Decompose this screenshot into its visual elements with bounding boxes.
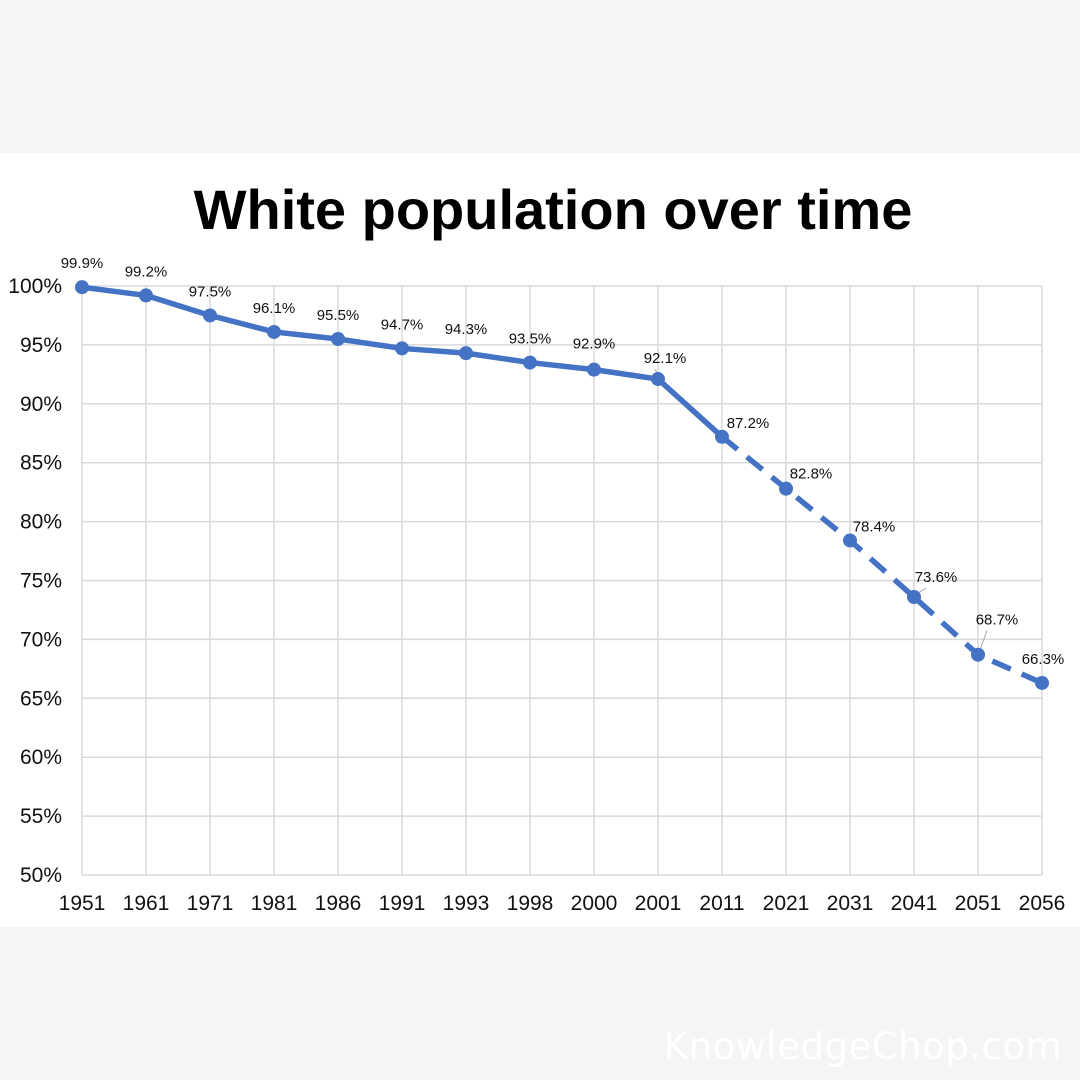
data-point [331, 332, 345, 347]
data-label: 92.1% [644, 350, 687, 367]
y-tick-label: 60% [20, 746, 62, 769]
line-chart: White population over time 100% 95% 90% 85%… [8, 178, 1066, 915]
data-labels: 99.9% 99.2% 97.5% 96.1% 95.5% 94.7% 94.3% 93.5%… [61, 255, 1065, 668]
chart-title: White population over time [194, 178, 913, 241]
x-tick-label: 2041 [891, 892, 938, 915]
data-label: 68.7% [976, 612, 1019, 629]
x-tick-label: 1951 [59, 892, 106, 915]
y-tick-label: 85% [20, 452, 62, 475]
data-label: 87.2% [727, 415, 770, 432]
data-point [843, 533, 857, 548]
y-tick-label: 65% [20, 687, 62, 710]
data-label: 92.9% [573, 336, 616, 353]
data-label: 99.2% [125, 263, 168, 280]
chart-card: White population over time 100% 95% 90% 85%… [0, 153, 1080, 927]
x-tick-label: 1961 [123, 892, 170, 915]
data-point [779, 481, 793, 496]
x-tick-label: 1986 [315, 892, 362, 915]
x-tick-label: 2021 [763, 892, 810, 915]
data-point [715, 429, 729, 444]
watermark-text: KnowledgeChop.com [663, 1025, 1062, 1068]
y-tick-label: 100% [8, 275, 62, 298]
x-tick-label: 1998 [507, 892, 554, 915]
data-point [395, 341, 409, 356]
data-label: 96.1% [253, 300, 296, 317]
data-label: 66.3% [1022, 651, 1065, 668]
x-tick-label: 1993 [443, 892, 490, 915]
data-point [267, 324, 281, 339]
data-label: 93.5% [509, 331, 552, 348]
data-label: 94.7% [381, 316, 424, 333]
x-axis-ticks: 1951 1961 1971 1981 1986 1991 1993 1998 2000 2001… [59, 892, 1066, 915]
data-label: 82.8% [790, 466, 833, 483]
y-tick-label: 80% [20, 511, 62, 534]
x-tick-label: 2031 [827, 892, 874, 915]
data-point [139, 288, 153, 303]
data-point [523, 355, 537, 370]
x-tick-label: 2000 [571, 892, 618, 915]
x-tick-label: 1971 [187, 892, 234, 915]
x-tick-label: 1991 [379, 892, 426, 915]
y-tick-label: 70% [20, 628, 62, 651]
series-points [75, 280, 1049, 690]
data-point [651, 372, 665, 387]
data-point [459, 346, 473, 361]
x-tick-label: 1981 [251, 892, 298, 915]
y-axis-ticks: 100% 95% 90% 85% 80% 75% 70% 65% 60% 55% 50% [8, 275, 62, 887]
y-tick-label: 55% [20, 805, 62, 828]
data-label: 73.6% [915, 569, 958, 586]
data-point [907, 589, 921, 604]
series-line-projected [720, 434, 1044, 686]
data-label: 95.5% [317, 307, 360, 324]
data-point [75, 280, 89, 295]
gridlines [81, 285, 1043, 876]
data-point [1035, 675, 1049, 690]
data-label: 78.4% [853, 518, 896, 535]
data-label: 99.9% [61, 255, 104, 272]
x-tick-label: 2056 [1019, 892, 1066, 915]
data-point [203, 308, 217, 323]
x-tick-label: 2051 [955, 892, 1002, 915]
data-point [587, 362, 601, 377]
y-tick-label: 75% [20, 570, 62, 593]
x-tick-label: 2001 [635, 892, 682, 915]
label-leader-lines [654, 368, 988, 653]
y-tick-label: 90% [20, 393, 62, 416]
x-tick-label: 2011 [699, 892, 744, 915]
y-tick-label: 95% [20, 334, 62, 357]
series-line [81, 284, 1044, 686]
data-label: 97.5% [189, 283, 232, 300]
data-point [971, 647, 985, 662]
y-tick-label: 50% [20, 864, 62, 887]
data-label: 94.3% [445, 321, 488, 338]
